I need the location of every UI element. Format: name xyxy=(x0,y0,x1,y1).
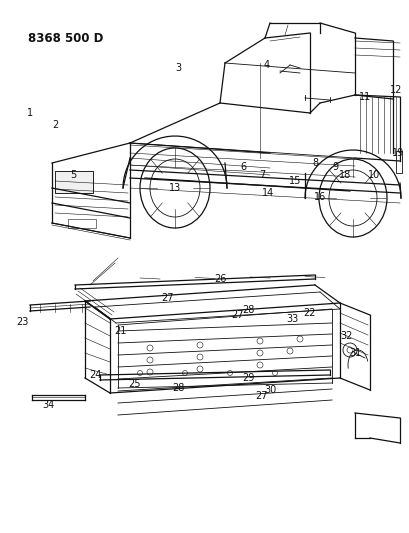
Text: 13: 13 xyxy=(169,183,181,193)
Text: 15: 15 xyxy=(288,176,301,186)
Text: 27: 27 xyxy=(255,391,267,401)
Text: 6: 6 xyxy=(239,162,245,172)
Text: 33: 33 xyxy=(285,314,297,324)
Text: 22: 22 xyxy=(303,308,315,318)
Text: 21: 21 xyxy=(114,326,126,336)
Text: 1: 1 xyxy=(27,108,33,118)
Text: 12: 12 xyxy=(389,85,401,95)
Text: 14: 14 xyxy=(261,188,274,198)
FancyBboxPatch shape xyxy=(55,171,93,193)
Text: 29: 29 xyxy=(241,373,254,383)
Text: 10: 10 xyxy=(367,170,379,180)
Text: 19: 19 xyxy=(391,148,403,158)
Text: 25: 25 xyxy=(128,379,141,389)
Text: 9: 9 xyxy=(331,162,337,172)
Text: 4: 4 xyxy=(263,60,270,70)
Text: 23: 23 xyxy=(16,317,28,327)
Text: 5: 5 xyxy=(70,170,76,180)
Text: 2: 2 xyxy=(52,120,58,130)
Text: 26: 26 xyxy=(213,274,226,284)
Text: 34: 34 xyxy=(42,400,54,410)
Text: 28: 28 xyxy=(241,305,254,315)
Text: 16: 16 xyxy=(313,192,325,202)
Text: 18: 18 xyxy=(338,170,350,180)
Text: 28: 28 xyxy=(171,383,184,393)
Text: 8: 8 xyxy=(311,158,317,168)
Text: 31: 31 xyxy=(348,348,360,358)
Text: 30: 30 xyxy=(263,385,275,395)
Text: 27: 27 xyxy=(162,293,174,303)
Text: 32: 32 xyxy=(340,331,352,341)
Text: 27: 27 xyxy=(231,310,244,320)
Text: 24: 24 xyxy=(89,370,101,380)
Text: 7: 7 xyxy=(258,170,265,180)
Text: 8368 500 D: 8368 500 D xyxy=(28,32,103,45)
Text: 3: 3 xyxy=(175,63,181,73)
Text: 11: 11 xyxy=(358,92,370,102)
